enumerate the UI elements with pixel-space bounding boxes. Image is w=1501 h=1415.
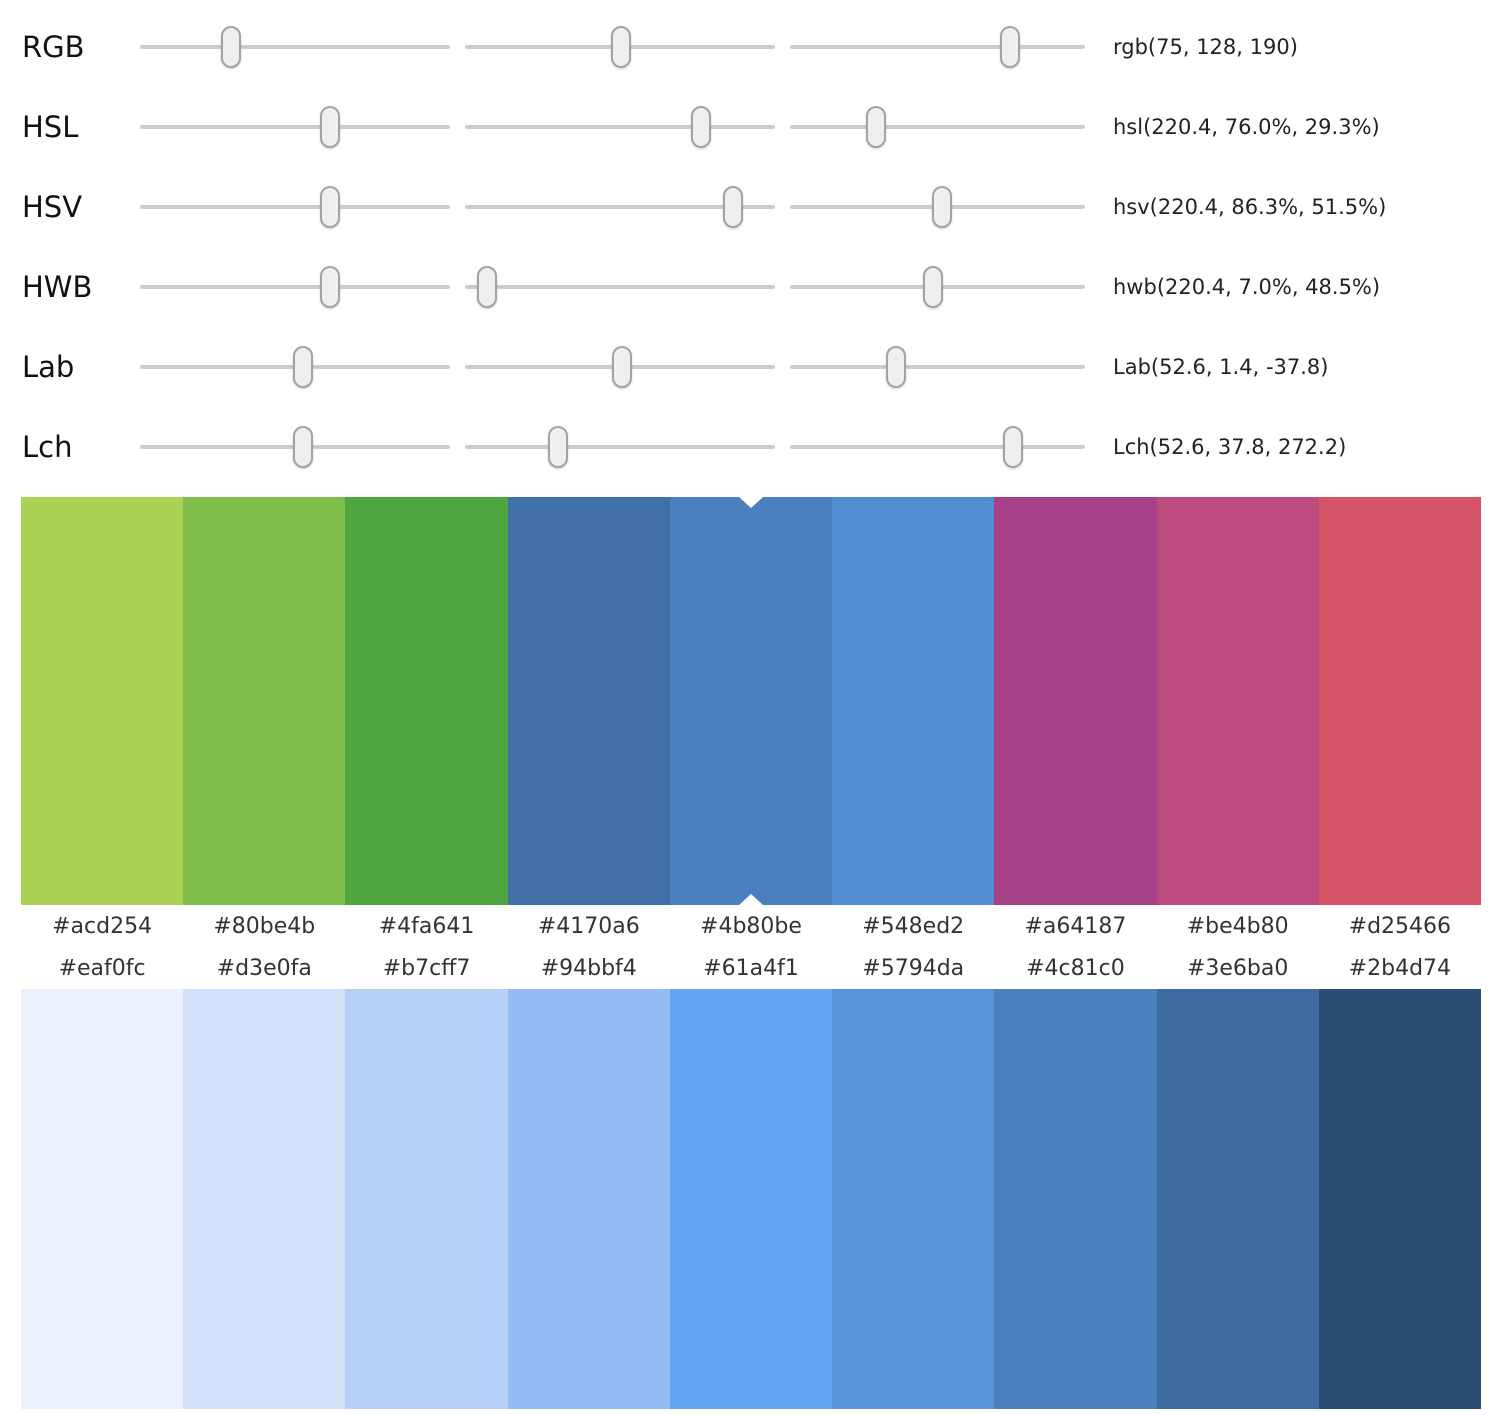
palette-swatch[interactable]	[507, 497, 670, 905]
slider-thumb[interactable]	[722, 186, 743, 228]
swatch-hex-label: #2b4d74	[1348, 955, 1452, 981]
swatch-hex-label: #80be4b	[213, 913, 316, 939]
palette-swatch[interactable]	[994, 989, 1157, 1409]
slider-thumb[interactable]	[611, 346, 632, 388]
slider-track[interactable]	[140, 106, 450, 148]
slider-thumb[interactable]	[293, 346, 314, 388]
color-value-text: hsl(220.4, 76.0%, 29.3%)	[1113, 115, 1380, 139]
colorspace-label: HSL	[22, 110, 79, 144]
slider-track[interactable]	[465, 186, 775, 228]
slider-thumb[interactable]	[610, 26, 631, 68]
swatch-hex-label: #5794da	[862, 955, 965, 981]
slider-track[interactable]	[790, 426, 1085, 468]
slider-track[interactable]	[790, 186, 1085, 228]
slider-track[interactable]	[790, 106, 1085, 148]
slider-thumb[interactable]	[476, 266, 497, 308]
slider-thumb[interactable]	[319, 106, 340, 148]
color-value-text: hwb(220.4, 7.0%, 48.5%)	[1113, 275, 1381, 299]
slider-track[interactable]	[140, 266, 450, 308]
slider-thumb[interactable]	[293, 426, 314, 468]
palette-swatch[interactable]	[183, 497, 346, 905]
slider-thumb[interactable]	[931, 186, 952, 228]
palette-swatch[interactable]	[183, 989, 346, 1409]
slider-row-hsv: HSV hsv(220.4, 86.3%, 51.5%)	[0, 167, 1501, 247]
lightness-palette: #eaf0fc #d3e0fa #b7cff7 #94bbf4 #61a4f1 #5794…	[21, 947, 1481, 1409]
slider-track[interactable]	[465, 106, 775, 148]
hue-swatch-strip	[21, 497, 1481, 905]
colorspace-label: Lab	[22, 350, 75, 384]
colorspace-slider-section: RGB rgb(75, 128, 190) HSL hsl(220.4, 76.0%,…	[0, 0, 1501, 487]
lightness-hex-label-row: #eaf0fc #d3e0fa #b7cff7 #94bbf4 #61a4f1 #5794…	[21, 947, 1481, 989]
colorspace-label: RGB	[22, 30, 85, 64]
slider-thumb[interactable]	[999, 26, 1020, 68]
slider-track[interactable]	[465, 426, 775, 468]
swatch-hex-label: #a64187	[1024, 913, 1127, 939]
slider-thumb[interactable]	[319, 266, 340, 308]
slider-track[interactable]	[140, 346, 450, 388]
slider-track[interactable]	[465, 266, 775, 308]
slider-thumb[interactable]	[548, 426, 568, 468]
palette-swatch[interactable]	[345, 497, 508, 905]
colorspace-label: HWB	[22, 270, 93, 304]
slider-thumb[interactable]	[886, 346, 907, 388]
slider-track[interactable]	[140, 186, 450, 228]
swatch-hex-label: #61a4f1	[703, 955, 799, 981]
colorspace-label: Lch	[22, 430, 73, 464]
palette-swatch[interactable]	[832, 989, 995, 1409]
slider-row-lab: Lab Lab(52.6, 1.4, -37.8)	[0, 327, 1501, 407]
swatch-hex-label: #d25466	[1348, 913, 1452, 939]
slider-row-hsl: HSL hsl(220.4, 76.0%, 29.3%)	[0, 87, 1501, 167]
palette-swatch-selected[interactable]	[669, 497, 833, 905]
color-value-text: Lab(52.6, 1.4, -37.8)	[1113, 355, 1329, 379]
slider-thumb[interactable]	[866, 106, 887, 148]
slider-track[interactable]	[465, 26, 775, 68]
slider-thumb[interactable]	[1003, 426, 1024, 468]
swatch-hex-label: #94bbf4	[540, 955, 637, 981]
swatch-hex-label: #4c81c0	[1026, 955, 1125, 981]
swatch-hex-label: #4fa641	[378, 913, 475, 939]
slider-track[interactable]	[790, 266, 1085, 308]
color-value-text: hsv(220.4, 86.3%, 51.5%)	[1113, 195, 1387, 219]
palette-swatch[interactable]	[669, 989, 833, 1409]
palette-swatch[interactable]	[1318, 497, 1481, 905]
lightness-swatch-strip	[21, 989, 1481, 1409]
slider-thumb[interactable]	[319, 186, 340, 228]
swatch-hex-label: #b7cff7	[382, 955, 471, 981]
palette-swatch[interactable]	[1318, 989, 1481, 1409]
swatch-hex-label: #4b80be	[700, 913, 802, 939]
slider-track[interactable]	[465, 346, 775, 388]
hue-palette: #acd254 #80be4b #4fa641 #4170a6 #4b80be #548e…	[21, 497, 1481, 947]
slider-track[interactable]	[790, 26, 1085, 68]
slider-thumb[interactable]	[690, 106, 711, 148]
colorspace-label: HSV	[22, 190, 83, 224]
slider-track[interactable]	[790, 346, 1085, 388]
swatch-hex-label: #548ed2	[862, 913, 965, 939]
swatch-hex-label: #4170a6	[537, 913, 640, 939]
color-value-text: rgb(75, 128, 190)	[1113, 35, 1298, 59]
swatch-hex-label: #acd254	[52, 913, 153, 939]
swatch-hex-label: #be4b80	[1186, 913, 1289, 939]
slider-row-rgb: RGB rgb(75, 128, 190)	[0, 7, 1501, 87]
slider-row-hwb: HWB hwb(220.4, 7.0%, 48.5%)	[0, 247, 1501, 327]
swatch-hex-label: #d3e0fa	[216, 955, 312, 981]
palette-swatch[interactable]	[21, 989, 184, 1409]
color-value-text: Lch(52.6, 37.8, 272.2)	[1113, 435, 1347, 459]
palette-swatch[interactable]	[832, 497, 995, 905]
palette-swatch[interactable]	[1156, 497, 1319, 905]
palette-swatch[interactable]	[345, 989, 508, 1409]
hue-hex-label-row: #acd254 #80be4b #4fa641 #4170a6 #4b80be #548e…	[21, 905, 1481, 947]
swatch-hex-label: #eaf0fc	[58, 955, 146, 981]
palette-swatch[interactable]	[1156, 989, 1319, 1409]
swatch-hex-label: #3e6ba0	[1186, 955, 1289, 981]
palette-swatch[interactable]	[507, 989, 670, 1409]
slider-track[interactable]	[140, 426, 450, 468]
slider-thumb[interactable]	[221, 26, 242, 68]
slider-row-lch: Lch Lch(52.6, 37.8, 272.2)	[0, 407, 1501, 487]
slider-thumb[interactable]	[923, 266, 944, 308]
slider-track[interactable]	[140, 26, 450, 68]
palette-swatch[interactable]	[21, 497, 184, 905]
palette-swatch[interactable]	[994, 497, 1157, 905]
